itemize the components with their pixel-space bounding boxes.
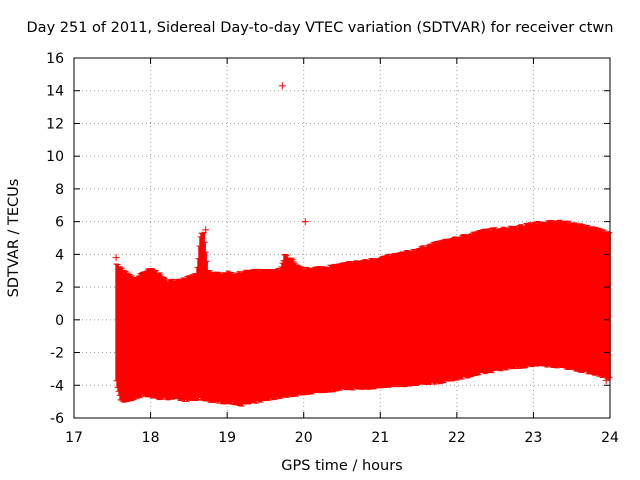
y-tick-label: 10 [46,149,64,165]
y-tick-label: -2 [50,346,64,362]
chart-title: Day 251 of 2011, Sidereal Day-to-day VTE… [26,20,614,36]
plot-frame [73,57,611,419]
y-tick-label: 4 [55,247,64,263]
x-axis-label: GPS time / hours [281,458,403,474]
x-tick-label: 19 [218,430,236,446]
y-tick-label: 2 [55,280,64,296]
y-tick-label: 6 [55,215,64,231]
y-tick-label: 16 [46,51,64,67]
x-tick-label: 21 [371,430,389,446]
y-tick-label: -6 [50,411,64,427]
data-points [112,82,613,407]
y-axis-label: SDTVAR / TECUs [6,178,22,298]
x-tick-label: 23 [525,430,543,446]
y-tick-label: 14 [46,84,64,100]
x-tick-label: 24 [601,430,619,446]
x-tick-label: 20 [295,430,313,446]
y-tick-label: 8 [55,182,64,198]
y-tick-label: -4 [50,378,64,394]
y-tick-label: 0 [55,313,64,329]
x-tick-label: 18 [142,430,160,446]
x-tick-label: 17 [65,430,83,446]
x-tick-label: 22 [448,430,466,446]
y-tick-label: 12 [46,116,64,132]
